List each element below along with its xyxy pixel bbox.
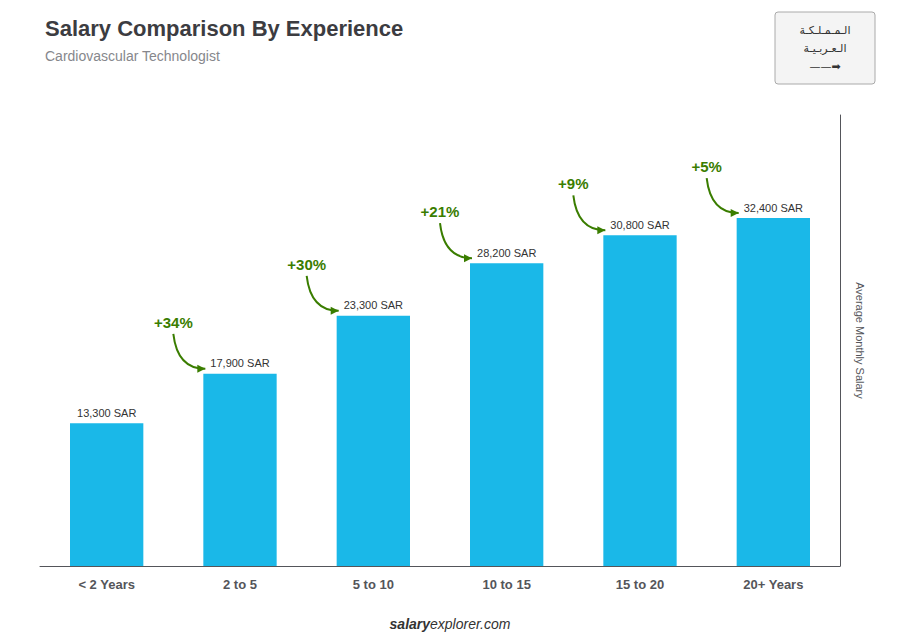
svg-text:< 2 Years: < 2 Years xyxy=(78,577,135,592)
svg-text:28,200 SAR: 28,200 SAR xyxy=(477,247,536,259)
svg-text:17,900 SAR: 17,900 SAR xyxy=(210,357,269,369)
svg-text:Cardiovascular Technologist: Cardiovascular Technologist xyxy=(45,48,220,64)
svg-text:15 to 20: 15 to 20 xyxy=(616,577,664,592)
svg-text:+34%: +34% xyxy=(154,314,193,331)
svg-text:Average Monthly Salary: Average Monthly Salary xyxy=(854,282,866,399)
svg-text:+21%: +21% xyxy=(421,203,460,220)
svg-text:——➡: ——➡ xyxy=(809,60,840,73)
svg-text:explorer.com: explorer.com xyxy=(430,616,511,632)
svg-text:+5%: +5% xyxy=(691,158,721,175)
svg-text:2 to 5: 2 to 5 xyxy=(223,577,257,592)
svg-text:5 to 10: 5 to 10 xyxy=(353,577,394,592)
svg-text:32,400 SAR: 32,400 SAR xyxy=(744,202,803,214)
svg-text:23,300 SAR: 23,300 SAR xyxy=(344,299,403,311)
svg-text:salary: salary xyxy=(390,616,432,632)
svg-text:10 to 15: 10 to 15 xyxy=(482,577,530,592)
svg-text:+9%: +9% xyxy=(558,175,588,192)
svg-text:13,300 SAR: 13,300 SAR xyxy=(77,407,136,419)
svg-text:الـمـمـلـكـة: الـمـمـلـكـة xyxy=(800,24,851,37)
svg-text:Salary Comparison By Experienc: Salary Comparison By Experience xyxy=(45,16,403,41)
svg-text:20+ Years: 20+ Years xyxy=(743,577,803,592)
svg-text:الـعـربـيـة: الـعـربـيـة xyxy=(804,42,847,55)
svg-text:30,800 SAR: 30,800 SAR xyxy=(610,219,669,231)
svg-text:+30%: +30% xyxy=(287,256,326,273)
